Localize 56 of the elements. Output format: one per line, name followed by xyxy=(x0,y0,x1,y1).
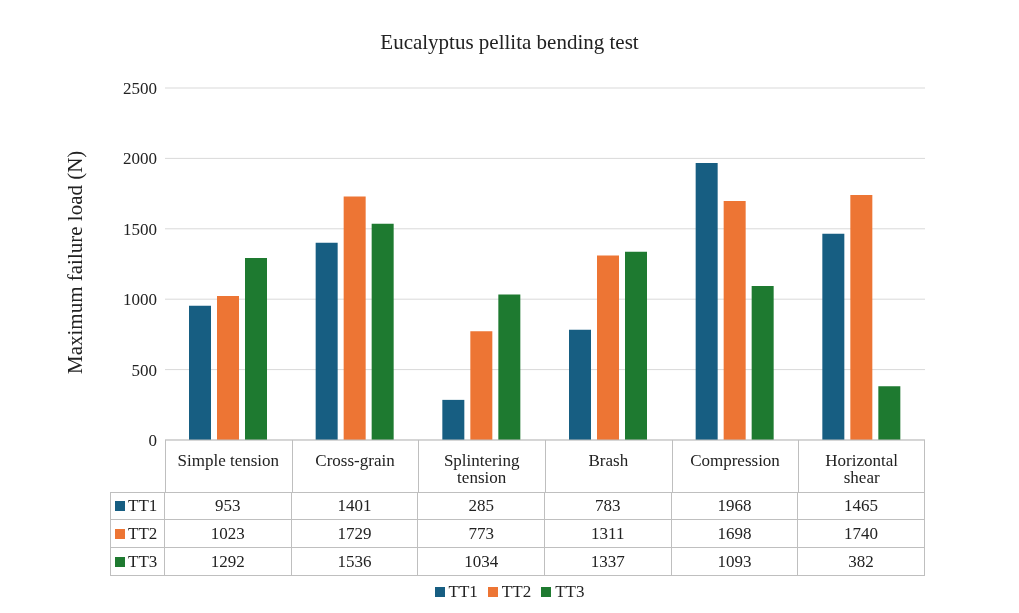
bar xyxy=(625,251,647,440)
bar xyxy=(695,162,718,440)
x-tick-label: Horizontal shear xyxy=(825,451,899,488)
bar xyxy=(850,195,873,440)
bar xyxy=(442,399,465,440)
x-tick-label: Brash xyxy=(588,451,629,471)
data-label: 1093 xyxy=(671,548,799,576)
bar xyxy=(597,255,619,440)
text: TT3 xyxy=(555,582,585,601)
data-label: 285 xyxy=(418,492,545,520)
legend-label: TT1 xyxy=(110,492,165,520)
data-label: 1740 xyxy=(798,520,925,548)
data-label: 1968 xyxy=(671,492,799,520)
data-label: 1337 xyxy=(544,548,672,576)
y-tick-label: 0 xyxy=(148,431,157,451)
x-tick-label: Splintering tension xyxy=(443,451,520,488)
bar xyxy=(498,294,521,440)
y-tick-label: 2500 xyxy=(123,79,157,99)
bar xyxy=(189,305,211,440)
data-label: 1292 xyxy=(165,548,292,576)
chart-title: Eucalyptus pellita bending test xyxy=(379,30,640,55)
y-tick-label: 500 xyxy=(131,360,157,380)
legend-label: TT2 xyxy=(110,520,165,548)
data-label: 1311 xyxy=(544,520,672,548)
y-tick-label: 1500 xyxy=(123,219,157,239)
text: TT1 xyxy=(448,582,478,601)
x-tick-label: Cross-grain xyxy=(315,451,396,471)
bar xyxy=(569,329,591,440)
data-label: 783 xyxy=(544,492,672,520)
data-label: 1729 xyxy=(291,520,419,548)
bar xyxy=(470,331,493,440)
bar xyxy=(822,233,845,440)
bar xyxy=(371,223,394,440)
data-label: 1536 xyxy=(291,548,419,576)
bar xyxy=(723,200,746,440)
y-tick-label: 1000 xyxy=(123,290,157,310)
bar xyxy=(217,295,239,440)
data-label: 1023 xyxy=(165,520,292,548)
y-axis-title: Maximum failure load (N) xyxy=(63,150,88,374)
x-tick-label: Compression xyxy=(690,451,781,471)
data-label: 382 xyxy=(798,548,925,576)
y-tick-label: 2000 xyxy=(123,149,157,169)
data-label: 1698 xyxy=(671,520,799,548)
data-label: 953 xyxy=(165,492,292,520)
bar xyxy=(751,286,774,440)
data-label: 773 xyxy=(418,520,545,548)
data-label: 1401 xyxy=(291,492,419,520)
legend-label: TT3 xyxy=(110,548,165,576)
text: TT2 xyxy=(501,582,532,601)
bar xyxy=(878,386,901,440)
bar xyxy=(315,242,338,440)
x-tick-label: Simple tension xyxy=(177,451,280,471)
data-label: 1034 xyxy=(418,548,545,576)
bar xyxy=(343,196,366,440)
bar xyxy=(245,258,267,440)
data-label: 1465 xyxy=(798,492,925,520)
